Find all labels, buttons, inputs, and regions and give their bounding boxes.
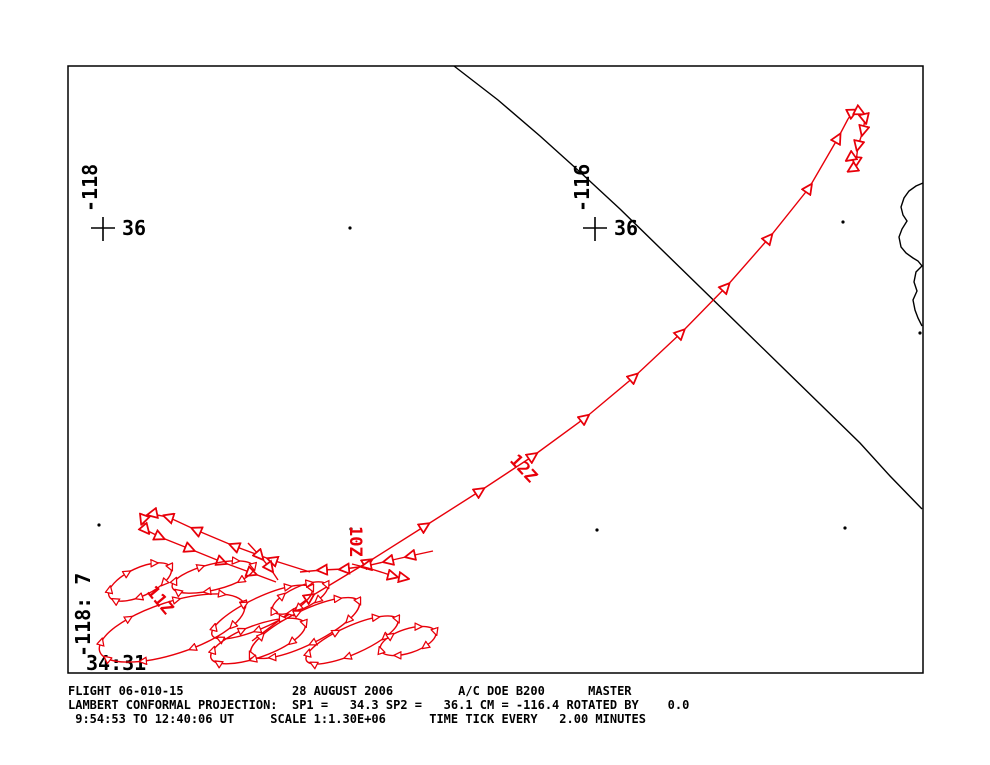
track-time-label: 10Z: [345, 526, 365, 557]
track-end-stub-2: [852, 159, 868, 169]
track-west-leg: [299, 551, 434, 572]
graticule-dot: [348, 226, 352, 230]
map-frame: [67, 65, 924, 674]
corner-latitude-label: 34:31: [86, 651, 146, 675]
graticule-latitude-label: 36: [614, 216, 638, 240]
coastline-dot: [918, 331, 922, 335]
boundary-lines-layer: [453, 65, 924, 510]
track-survey-loop: [271, 581, 329, 615]
track-nw-leg: [143, 514, 311, 583]
track-hairpin-end: [848, 112, 865, 162]
graticule-longitude-label: -116: [570, 164, 594, 212]
footer-time-scale-info: 9:54:53 TO 12:40:06 UT SCALE 1:1.30E+06 …: [68, 712, 646, 726]
corner-longitude-label: -118: 7: [71, 573, 95, 657]
flight-track-layer: [92, 112, 868, 676]
track-loop-time-ticks: [273, 583, 327, 613]
graticule-longitude-label: -118: [78, 164, 102, 212]
graticule-latitude-label: 36: [122, 216, 146, 240]
track-hook-arrows: [381, 572, 404, 578]
track-time-label: 12Z: [505, 451, 541, 487]
track-transit-leg: [251, 118, 849, 642]
track-survey-loop: [379, 625, 437, 657]
coastline: [898, 182, 924, 327]
footer-projection-info: LAMBERT CONFORMAL PROJECTION: SP1 = 34.3…: [68, 698, 690, 712]
graticule-dot: [97, 523, 101, 527]
footer-flight-info: FLIGHT 06-010-15 28 AUGUST 2006 A/C DOE …: [68, 684, 632, 698]
graticule-dot: [843, 526, 847, 530]
track-survey-loop: [209, 617, 307, 665]
graticule-layer: -118 36 -116 36: [78, 164, 847, 532]
track-loop-time-ticks: [380, 627, 435, 656]
track-loop-connector: [247, 542, 279, 581]
graticule-dot: [595, 528, 599, 532]
graticule-dot: [841, 220, 845, 224]
track-loop-time-ticks: [175, 561, 254, 592]
state-border-line: [453, 65, 923, 510]
